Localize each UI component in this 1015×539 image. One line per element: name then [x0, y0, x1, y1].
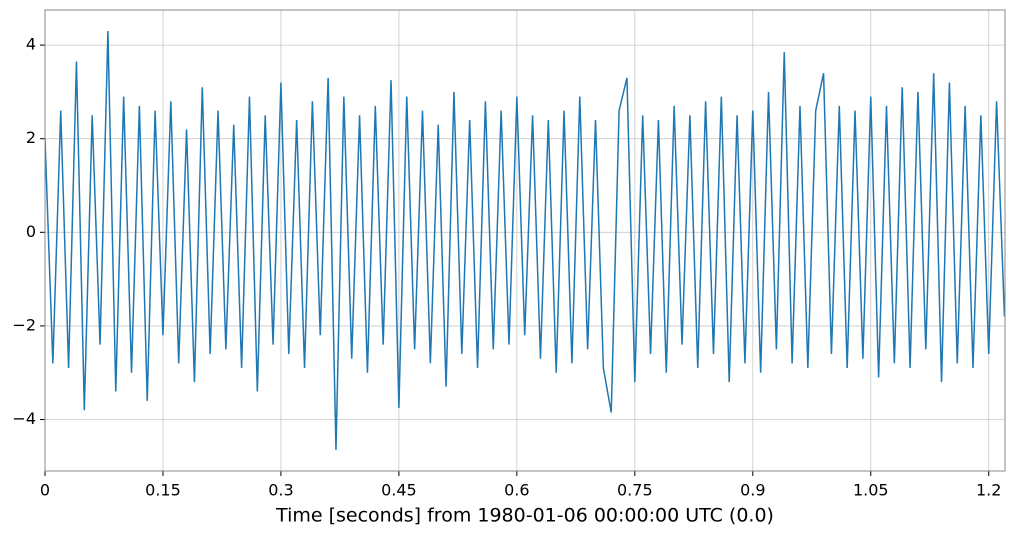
x-tick-label: 0.45 — [381, 481, 417, 500]
x-tick-label: 0.15 — [145, 481, 181, 500]
y-tick-label: 2 — [26, 128, 36, 147]
y-tick-label: −4 — [12, 409, 36, 428]
x-tick-label: 1.2 — [976, 481, 1001, 500]
y-tick-label: −2 — [12, 315, 36, 334]
x-tick-label: 0.6 — [504, 481, 529, 500]
x-tick-label: 0.3 — [268, 481, 293, 500]
x-tick-label: 1.05 — [853, 481, 889, 500]
x-tick-label: 0.75 — [617, 481, 653, 500]
y-tick-label: 0 — [26, 222, 36, 241]
x-axis-label: Time [seconds] from 1980-01-06 00:00:00 … — [275, 505, 774, 527]
y-tick-label: 4 — [26, 35, 36, 54]
plot-frame — [44, 9, 1006, 472]
x-tick-label: 0.9 — [740, 481, 765, 500]
series-line — [45, 31, 1005, 450]
x-tick-label: 0 — [40, 481, 50, 500]
